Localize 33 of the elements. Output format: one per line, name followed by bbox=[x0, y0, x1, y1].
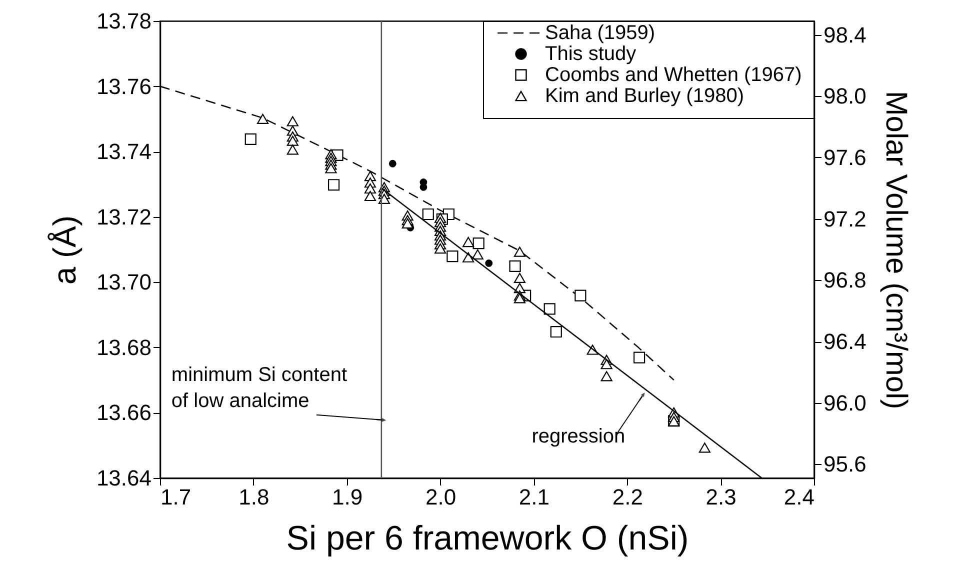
y-tick-label: 13.68 bbox=[96, 334, 152, 360]
legend-label: Kim and Burley (1980) bbox=[545, 85, 744, 107]
y2-axis-title: Molar Volume (cm³/mol) bbox=[879, 90, 912, 410]
y-tick-label: 13.72 bbox=[96, 204, 152, 230]
y2-tick-label: 98.4 bbox=[824, 22, 866, 48]
y2-tick-label: 98.0 bbox=[824, 84, 866, 109]
x-tick-label: 1.9 bbox=[332, 484, 363, 510]
x-tick-label: 2.3 bbox=[706, 484, 736, 510]
y2-tick-label: 97.2 bbox=[824, 206, 866, 232]
y-tick-label: 13.64 bbox=[96, 466, 152, 490]
x-tick-label: 2.0 bbox=[425, 484, 456, 510]
y-tick-label: 13.70 bbox=[96, 270, 152, 295]
y-axis-title: a (Å) bbox=[46, 215, 82, 285]
y2-tick-label: 97.6 bbox=[824, 144, 866, 170]
y-tick-label: 13.74 bbox=[96, 139, 152, 164]
y-tick-label: 13.66 bbox=[96, 400, 152, 426]
annotation: regression bbox=[532, 425, 626, 448]
legend-label: Coombs and Whetten (1967) bbox=[545, 64, 802, 86]
legend-label: Saha (1959) bbox=[545, 22, 656, 44]
y2-tick-label: 96.8 bbox=[824, 268, 866, 293]
y2-tick-label: 96.0 bbox=[824, 390, 866, 416]
x-tick-label: 1.7 bbox=[160, 484, 192, 510]
x-tick-label: 2.4 bbox=[784, 484, 814, 510]
y-tick-label: 13.78 bbox=[96, 8, 152, 34]
x-tick-label: 2.2 bbox=[612, 484, 643, 510]
legend-label: This study bbox=[545, 43, 636, 65]
annotation: minimum Si content of low analcime bbox=[171, 364, 348, 412]
x-tick-label: 2.1 bbox=[518, 484, 550, 510]
x-axis-title: Si per 6 framework O (nSi) bbox=[286, 520, 689, 558]
y-tick-label: 13.76 bbox=[96, 74, 152, 99]
y2-tick-label: 95.6 bbox=[824, 452, 866, 477]
x-tick-label: 1.8 bbox=[238, 484, 270, 510]
y2-tick-label: 96.4 bbox=[824, 329, 866, 354]
